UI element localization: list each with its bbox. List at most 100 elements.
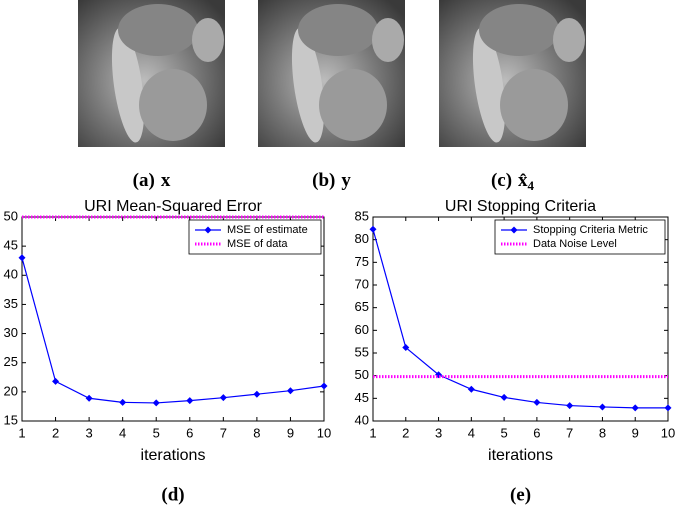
x-tick-label: 3 xyxy=(435,425,442,440)
image-shape xyxy=(372,18,404,62)
image-shape xyxy=(298,4,378,56)
y-tick-label: 45 xyxy=(4,238,18,253)
legend-label: Stopping Criteria Metric xyxy=(533,224,648,236)
data-point xyxy=(320,382,328,390)
chart: URI Mean-Squared Erroriterations(d)15202… xyxy=(4,198,332,505)
x-axis-label: iterations xyxy=(488,447,553,464)
x-tick-label: 1 xyxy=(369,425,376,440)
y-tick-label: 35 xyxy=(4,296,18,311)
caption: (a) x xyxy=(133,170,171,191)
image-shape xyxy=(553,18,585,62)
data-point xyxy=(369,225,377,233)
image-shape xyxy=(500,69,568,141)
y-tick-label: 25 xyxy=(4,354,18,369)
caption-symbol: x xyxy=(161,170,171,191)
data-point xyxy=(664,404,672,412)
y-tick-label: 50 xyxy=(4,208,18,223)
x-tick-label: 7 xyxy=(220,425,227,440)
legend: Stopping Criteria Metric Data Noise Level xyxy=(494,219,666,255)
legend: MSE of estimate MSE of data xyxy=(188,219,322,255)
image-shape xyxy=(111,27,145,143)
x-axis-label: iterations xyxy=(141,447,206,464)
y-tick-label: 60 xyxy=(355,322,369,337)
x-tick-label: 5 xyxy=(500,425,507,440)
x-tick-label: 4 xyxy=(119,425,126,440)
data-point xyxy=(286,387,294,395)
image-shape xyxy=(118,4,198,56)
data-point xyxy=(18,254,26,262)
data-point xyxy=(402,344,410,352)
data-point xyxy=(119,398,127,406)
data-point xyxy=(85,394,93,402)
caption-label: (a) xyxy=(133,170,155,191)
caption: (c) x̂4 xyxy=(491,170,535,193)
caption: (e) xyxy=(510,484,531,505)
caption: (b) y xyxy=(312,170,351,191)
data-point xyxy=(186,397,194,405)
y-tick-label: 75 xyxy=(355,254,369,269)
data-point xyxy=(566,402,574,410)
image-row xyxy=(78,0,586,147)
data-point xyxy=(467,385,475,393)
x-tick-label: 2 xyxy=(402,425,409,440)
legend-marker xyxy=(510,226,518,234)
x-tick-label: 4 xyxy=(468,425,475,440)
data-point xyxy=(631,404,639,412)
x-tick-label: 3 xyxy=(85,425,92,440)
y-tick-label: 50 xyxy=(355,367,369,382)
legend-box xyxy=(188,219,322,255)
y-tick-label: 15 xyxy=(4,412,18,427)
x-tick-label: 2 xyxy=(52,425,59,440)
data-point xyxy=(533,398,541,406)
x-tick-label: 6 xyxy=(533,425,540,440)
caption-symbol: x̂ xyxy=(518,170,528,191)
image xyxy=(439,0,586,147)
image-shape xyxy=(139,69,207,141)
x-tick-label: 1 xyxy=(18,425,25,440)
y-tick-label: 80 xyxy=(355,231,369,246)
chart-title: URI Stopping Criteria xyxy=(445,198,596,215)
y-tick-label: 30 xyxy=(4,325,18,340)
image xyxy=(258,0,405,147)
caption-label: (c) xyxy=(491,170,512,191)
x-tick-label: 10 xyxy=(661,425,675,440)
legend-label: Data Noise Level xyxy=(533,238,617,250)
data-point xyxy=(598,403,606,411)
data-point xyxy=(152,399,160,407)
image xyxy=(78,0,225,147)
y-tick-label: 55 xyxy=(355,344,369,359)
legend-marker xyxy=(204,226,212,234)
caption-label: (b) xyxy=(312,170,335,191)
y-tick-label: 40 xyxy=(4,267,18,282)
y-tick-label: 40 xyxy=(355,412,369,427)
x-tick-label: 5 xyxy=(153,425,160,440)
chart-title: URI Mean-Squared Error xyxy=(84,198,263,215)
x-tick-label: 8 xyxy=(599,425,606,440)
data-point xyxy=(500,393,508,401)
x-tick-label: 9 xyxy=(287,425,294,440)
series-line xyxy=(372,229,668,409)
image-shape xyxy=(319,69,387,141)
image-shape xyxy=(472,27,506,143)
y-tick-label: 65 xyxy=(355,299,369,314)
x-tick-label: 8 xyxy=(253,425,260,440)
y-tick-label: 85 xyxy=(355,208,369,223)
chart: URI Stopping Criteriaiterations(e)404550… xyxy=(355,198,676,505)
image-shape xyxy=(291,27,325,143)
legend-label: MSE of estimate xyxy=(227,224,308,236)
x-tick-label: 10 xyxy=(317,425,331,440)
series-line xyxy=(21,257,325,404)
caption-subscript: 4 xyxy=(528,178,535,193)
x-tick-label: 9 xyxy=(632,425,639,440)
data-point xyxy=(253,390,261,398)
caption: (d) xyxy=(161,484,184,505)
x-tick-label: 6 xyxy=(186,425,193,440)
image-shape xyxy=(192,18,224,62)
caption-symbol: y xyxy=(341,170,351,191)
data-point xyxy=(52,377,60,385)
x-tick-label: 7 xyxy=(566,425,573,440)
y-tick-label: 20 xyxy=(4,383,18,398)
legend-box xyxy=(494,219,666,255)
y-tick-label: 45 xyxy=(355,390,369,405)
